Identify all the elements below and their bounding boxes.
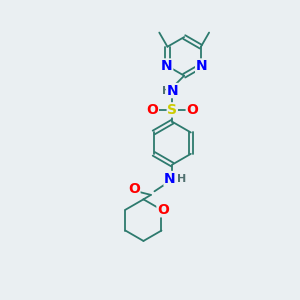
Text: O: O bbox=[128, 182, 140, 196]
Text: O: O bbox=[146, 103, 158, 117]
Text: N: N bbox=[167, 84, 178, 98]
Text: S: S bbox=[167, 103, 177, 117]
Text: O: O bbox=[157, 203, 169, 217]
Text: N: N bbox=[164, 172, 176, 185]
Text: N: N bbox=[196, 59, 207, 73]
Text: O: O bbox=[186, 103, 198, 117]
Text: H: H bbox=[162, 85, 171, 96]
Text: N: N bbox=[161, 59, 173, 73]
Text: H: H bbox=[177, 173, 186, 184]
